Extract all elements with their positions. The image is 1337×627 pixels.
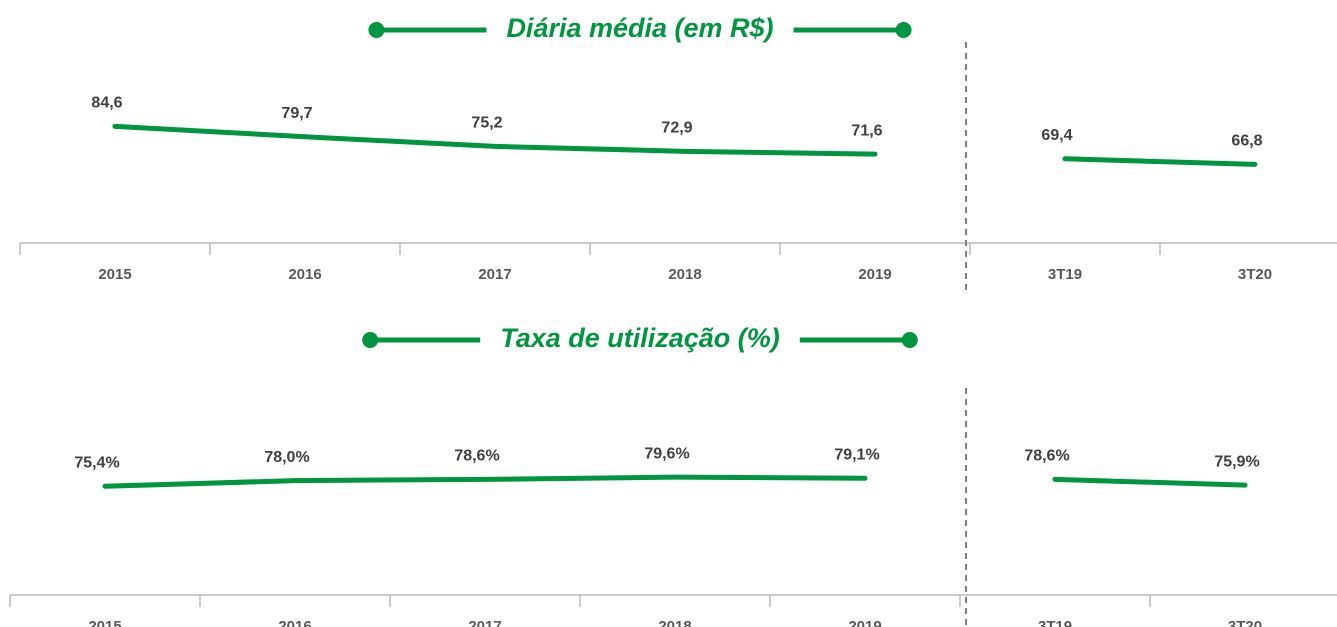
chart-title: Diária média (em R$) (506, 13, 773, 43)
data-line (102, 474, 868, 489)
x-tick-label: 2017 (478, 266, 511, 283)
x-tick-label: 2016 (288, 266, 321, 283)
data-label: 69,4 (1041, 127, 1072, 144)
x-tick-label: 3T19 (1038, 618, 1072, 627)
x-tick-label: 2015 (88, 618, 121, 627)
data-label: 75,2 (471, 115, 502, 132)
title-dot (901, 332, 918, 348)
data-label: 72,9 (661, 120, 692, 137)
x-tick-label: 2017 (468, 618, 501, 627)
x-tick-label: 3T20 (1228, 618, 1262, 627)
x-tick-label: 2019 (848, 618, 881, 627)
title-dot (362, 332, 379, 348)
title-dot (895, 22, 912, 38)
data-label: 78,6% (1024, 448, 1069, 465)
data-label: 75,9% (1214, 453, 1259, 470)
data-label: 78,0% (264, 449, 309, 466)
data-label: 66,8 (1231, 133, 1262, 150)
x-tick-label: 2018 (668, 266, 701, 283)
data-label: 79,1% (834, 446, 879, 463)
data-line (1052, 476, 1248, 488)
data-label: 79,7 (281, 105, 312, 122)
x-tick-label: 3T20 (1238, 266, 1272, 283)
x-tick-label: 2018 (658, 618, 691, 627)
data-label: 78,6% (454, 448, 499, 465)
data-label: 75,4% (74, 454, 119, 471)
x-tick-label: 2019 (858, 266, 891, 283)
data-label: 71,6 (851, 122, 882, 139)
x-tick-label: 2016 (278, 618, 311, 627)
data-label: 84,6 (91, 95, 122, 112)
data-label: 79,6% (644, 445, 689, 462)
x-tick-label: 2015 (98, 266, 131, 283)
x-tick-label: 3T19 (1048, 266, 1082, 283)
title-dot (368, 22, 385, 38)
data-line (112, 123, 878, 157)
data-line (1062, 156, 1258, 167)
chart-title: Taxa de utilização (%) (500, 323, 780, 353)
